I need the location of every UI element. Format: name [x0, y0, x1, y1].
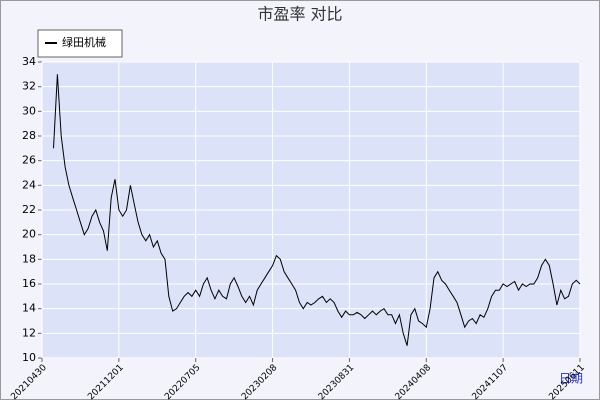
y-tick-label: 32	[22, 80, 36, 93]
legend-label: 绿田机械	[62, 35, 106, 49]
y-tick-label: 14	[22, 302, 36, 315]
y-tick-label: 24	[22, 178, 36, 191]
legend-box	[37, 29, 123, 58]
y-tick-label: 26	[22, 154, 36, 167]
legend: 绿田机械	[37, 29, 123, 58]
y-tick-label: 34	[22, 55, 36, 68]
y-tick-label: 22	[22, 203, 36, 216]
y-tick-label: 28	[22, 129, 36, 142]
y-tick-label: 16	[22, 277, 36, 290]
y-tick-label: 12	[22, 326, 36, 339]
chart-title: 市盈率 对比	[257, 5, 342, 24]
series-line	[53, 74, 581, 346]
y-tick-label: 30	[22, 104, 36, 117]
y-tick-label: 18	[22, 252, 36, 265]
y-tick-label: 20	[22, 228, 36, 241]
x-axis-label: 日期	[559, 372, 583, 386]
y-tick-label: 10	[22, 351, 36, 364]
